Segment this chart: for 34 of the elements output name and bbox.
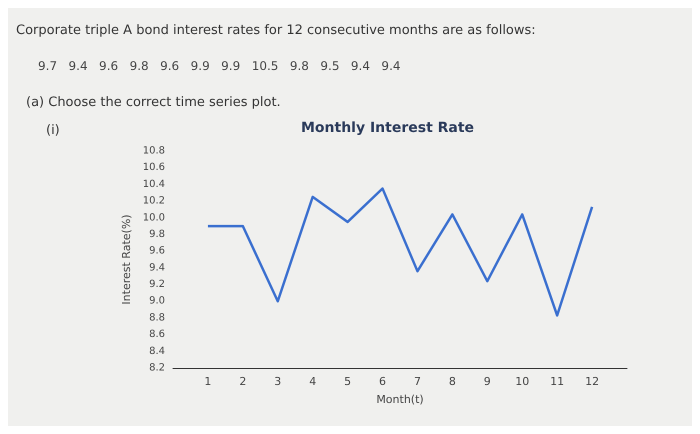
x-tick-label: 11 <box>550 375 564 388</box>
y-tick-label: 8.4 <box>149 346 165 357</box>
x-tick-label: 7 <box>414 375 421 388</box>
y-tick-label: 9.0 <box>149 296 165 307</box>
text: (i) <box>46 123 60 138</box>
x-tick-label: 9 <box>484 375 491 388</box>
y-tick-label: 10.6 <box>142 162 165 174</box>
y-tick-label: 9.4 <box>149 262 165 274</box>
y-axis-title: Interest Rate(%) <box>120 214 133 305</box>
text: 9.7 9.4 9.6 9.8 9.6 9.9 9.9 10.5 9.8 9.5 9.4 9.4 <box>38 59 401 73</box>
x-tick-label: 5 <box>344 375 352 388</box>
text: (a) Choose the correct time series plot. <box>26 95 281 110</box>
x-tick-label: 3 <box>274 375 282 388</box>
x-tick-label: 6 <box>379 375 386 388</box>
y-tick-label: 9.8 <box>149 228 165 240</box>
y-tick-label: 9.2 <box>149 279 165 290</box>
line-series <box>206 187 594 317</box>
y-tick-label: 8.6 <box>149 329 165 340</box>
x-tick-label: 4 <box>309 375 316 388</box>
y-tick-label: 10.2 <box>142 196 165 207</box>
y-tick-label: 10.0 <box>142 212 165 224</box>
y-tick-label: 9.6 <box>149 246 165 257</box>
x-tick-label: 8 <box>448 375 456 388</box>
y-tick-label: 8.8 <box>149 312 165 324</box>
x-tick-label: 1 <box>204 375 212 388</box>
y-tick-label: 10.8 <box>142 146 165 156</box>
x-tick-label: 10 <box>515 375 530 388</box>
x-tick-label: 2 <box>239 375 246 388</box>
chart-title: Monthly Interest Rate <box>301 120 474 136</box>
y-tick-label: 10.4 <box>142 178 165 190</box>
text: Corporate triple A bond interest rates for 12 consecutive months are as follows: <box>16 23 536 38</box>
x-axis-title: Month(t) <box>376 393 424 406</box>
x-tick-label: 12 <box>585 375 600 388</box>
y-tick-label: 8.2 <box>149 362 165 374</box>
